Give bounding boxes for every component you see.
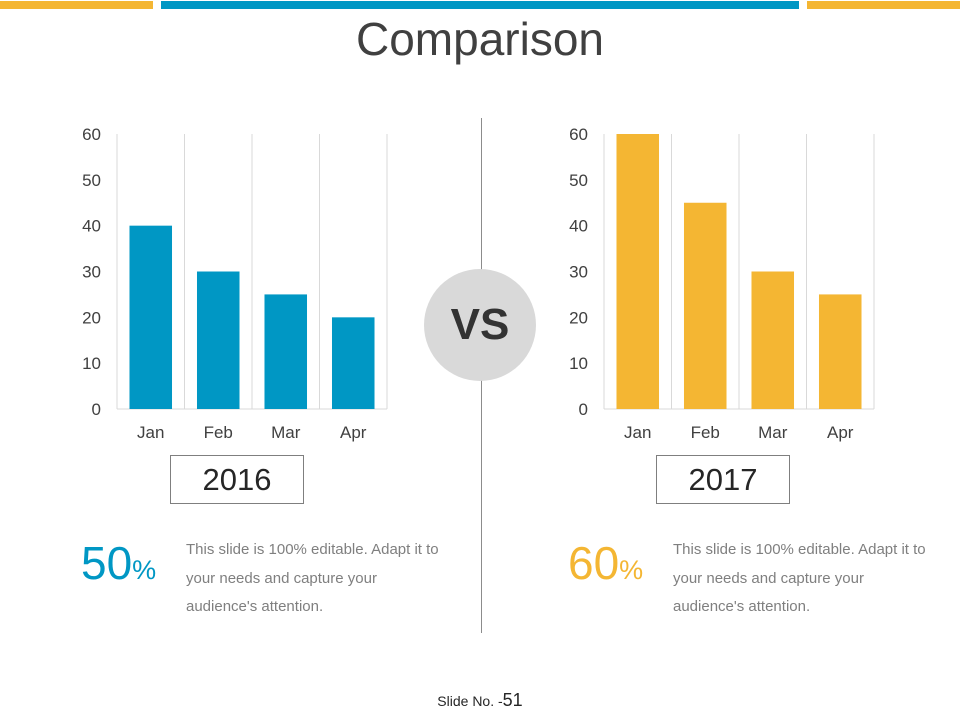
description-2016: This slide is 100% editable. Adapt it to… — [186, 541, 439, 615]
page-title: Comparison — [356, 13, 604, 65]
percent-value: 50 — [81, 537, 133, 589]
y-tick-label: 40 — [569, 217, 588, 236]
x-tick-label: Apr — [827, 423, 854, 442]
bar-apr — [818, 294, 862, 409]
x-tick-label: Jan — [137, 423, 164, 442]
bar-jan — [616, 134, 660, 409]
x-tick-label: Apr — [340, 423, 367, 442]
y-tick-label: 10 — [569, 354, 588, 373]
percent-stat-2017: 60% — [568, 540, 643, 586]
y-tick-label: 30 — [569, 263, 588, 282]
bar-mar — [264, 294, 308, 409]
x-tick-label: Mar — [758, 423, 788, 442]
description-2017: This slide is 100% editable. Adapt it to… — [673, 541, 926, 615]
y-tick-label: 40 — [82, 217, 101, 236]
vs-badge: VS — [424, 269, 536, 381]
x-tick-label: Jan — [624, 423, 651, 442]
y-tick-label: 50 — [569, 171, 588, 190]
percent-symbol: % — [619, 555, 644, 585]
bar-apr — [331, 317, 375, 409]
y-tick-label: 20 — [82, 308, 101, 327]
top-accent-bar-right — [807, 1, 960, 9]
slide-number-value: 51 — [502, 690, 523, 710]
chart-2016: 0 10 20 30 40 50 60 Jan Feb Mar Apr — [82, 125, 388, 442]
y-tick-label: 0 — [92, 400, 101, 419]
x-tick-label: Feb — [204, 423, 233, 442]
y-tick-label: 60 — [82, 125, 101, 144]
bar-feb — [196, 271, 240, 409]
y-tick-label: 10 — [82, 354, 101, 373]
bar-mar — [751, 271, 795, 409]
chart-2017: 0 10 20 30 40 50 60 Jan Feb Mar Apr — [569, 125, 875, 442]
y-tick-label: 20 — [569, 308, 588, 327]
percent-value: 60 — [568, 537, 620, 589]
y-tick-label: 60 — [569, 125, 588, 144]
y-tick-label: 50 — [82, 171, 101, 190]
slide-number-label: Slide No. - — [437, 693, 503, 709]
y-tick-label: 0 — [579, 400, 588, 419]
bar-jan — [129, 225, 173, 409]
y-tick-label: 30 — [82, 263, 101, 282]
year-label-2017: 2017 — [656, 455, 790, 504]
x-tick-label: Feb — [691, 423, 720, 442]
year-label-2016: 2016 — [170, 455, 304, 504]
slide-number: Slide No. -51 — [0, 690, 960, 711]
x-tick-label: Mar — [271, 423, 301, 442]
percent-symbol: % — [132, 555, 157, 585]
top-accent-bar-center — [161, 1, 799, 9]
percent-stat-2016: 50% — [81, 540, 156, 586]
bar-feb — [683, 202, 727, 409]
top-accent-bar-left — [0, 1, 153, 9]
